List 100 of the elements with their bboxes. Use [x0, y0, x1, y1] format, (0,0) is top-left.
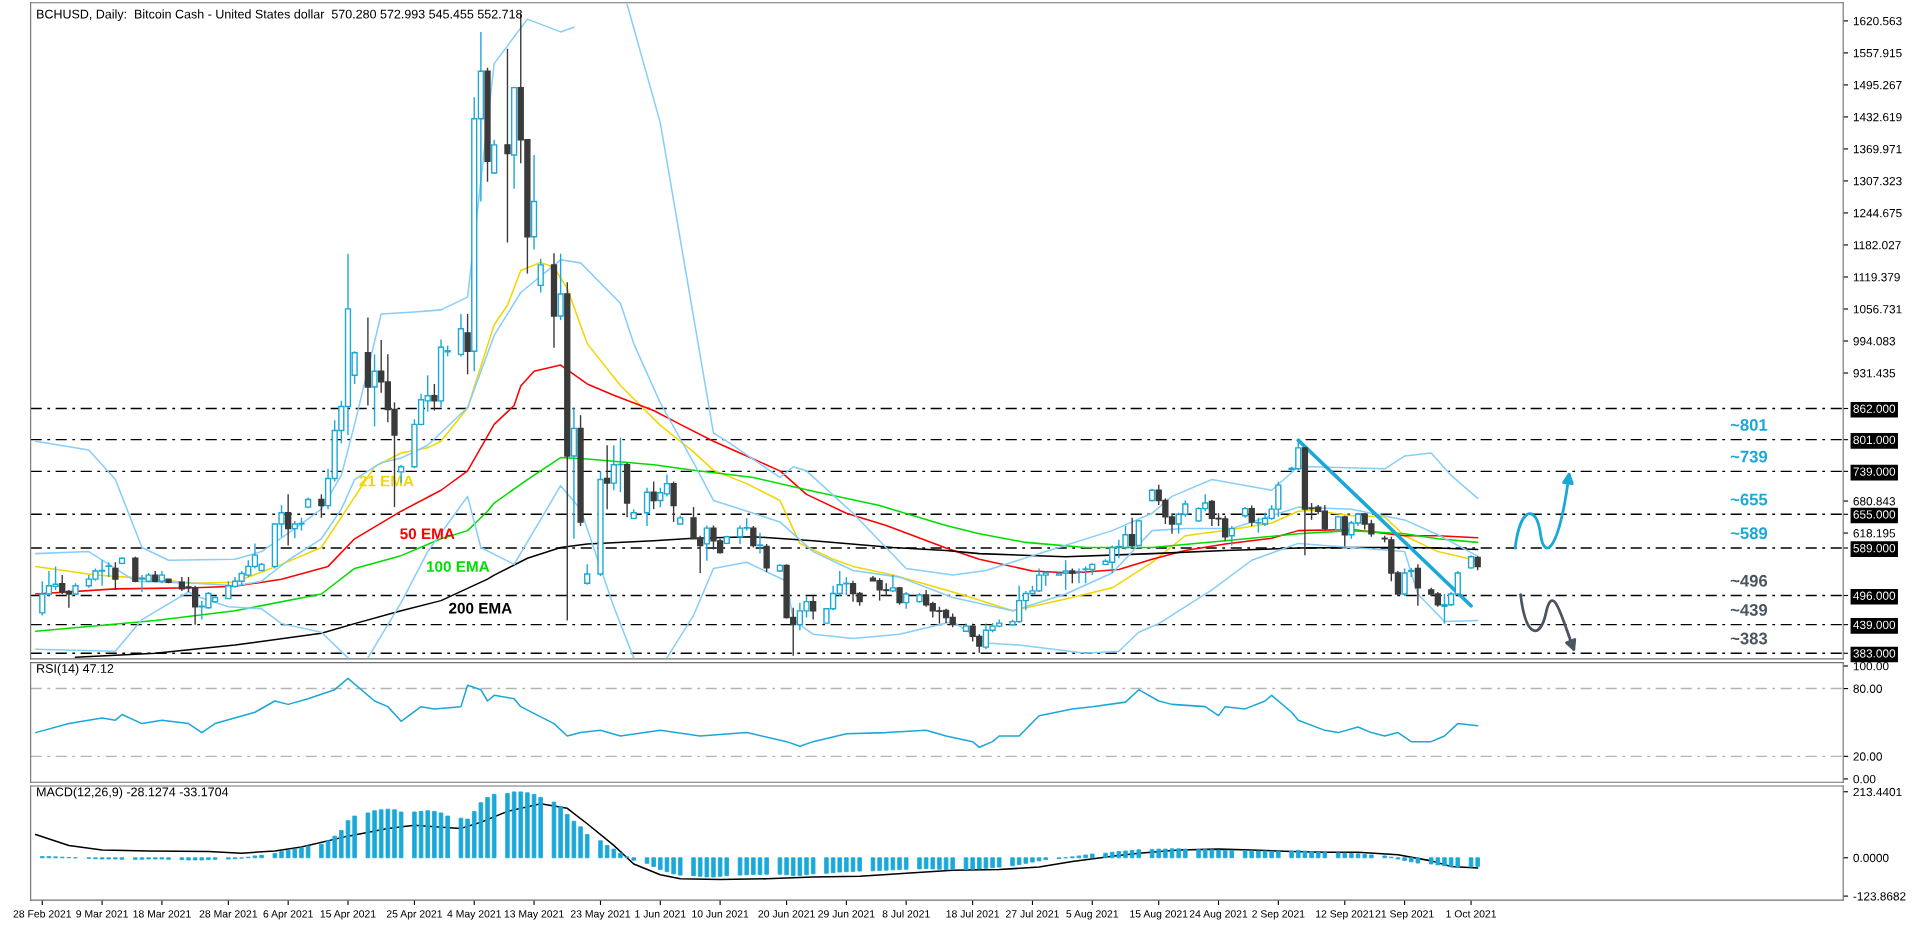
bar: [1196, 849, 1201, 859]
candlestick: [809, 595, 817, 621]
bar: [751, 857, 756, 875]
y-tick-label: 100.00: [1853, 662, 1889, 671]
bar: [1289, 850, 1294, 859]
y-tick-label: 618.195: [1853, 529, 1896, 538]
y-tick-label: 1557.915: [1853, 48, 1902, 58]
bar: [917, 857, 922, 870]
x-tick-label: 18 Jul 2021: [946, 909, 1000, 918]
y-tick-label: 1307.323: [1853, 176, 1902, 186]
bar: [445, 815, 450, 859]
bar: [578, 826, 583, 859]
bar: [525, 792, 530, 859]
y-tick-label: 1182.027: [1853, 241, 1901, 250]
x-tick-label: 9 Mar 2021: [76, 910, 128, 918]
bar: [1276, 850, 1281, 859]
candlestick: [464, 313, 471, 375]
bar: [558, 806, 563, 859]
candlestick: [1341, 515, 1348, 548]
bar: [305, 845, 311, 859]
bar: [259, 854, 264, 859]
x-tick-label: 2 Sep 2021: [1252, 910, 1305, 920]
bar: [491, 793, 497, 859]
ref-line-label: ~496: [1730, 574, 1768, 587]
ref-line-label: ~383: [1730, 632, 1768, 645]
bar: [651, 857, 656, 867]
bar: [870, 857, 876, 872]
y-tick-label: -123.8682: [1853, 892, 1906, 901]
y-tick-label: 80.00: [1853, 684, 1882, 693]
chart-title: RSI(14) 47.12: [37, 663, 114, 676]
bar: [398, 811, 404, 859]
ref-line-label: ~801: [1730, 419, 1768, 431]
bar: [990, 857, 995, 869]
candlestick: [504, 48, 511, 244]
candlestick: [132, 555, 139, 583]
bar: [1163, 848, 1168, 859]
candlestick: [703, 524, 710, 562]
bar: [1442, 857, 1447, 867]
bar: [272, 853, 278, 859]
ref-line-label: ~589: [1730, 527, 1768, 540]
bar: [1010, 857, 1015, 867]
x-tick-label: 15 Apr 2021: [320, 910, 376, 920]
bar: [458, 817, 464, 859]
bar: [372, 810, 377, 859]
bar: [1176, 848, 1181, 859]
bar: [678, 857, 683, 876]
bar: [1103, 852, 1108, 859]
candlestick: [1075, 567, 1083, 584]
series-label: 200 EMA: [449, 602, 512, 614]
bar: [412, 811, 417, 859]
bar: [392, 809, 397, 859]
bar: [1030, 857, 1035, 863]
bar: [844, 857, 849, 873]
y-tick-label: 1244.675: [1853, 209, 1902, 218]
candlestick: [431, 383, 438, 412]
x-tick-label: 25 Apr 2021: [386, 910, 443, 920]
ref-line-label: ~439: [1730, 603, 1768, 616]
bar: [1090, 853, 1095, 859]
candlestick: [112, 561, 119, 591]
y-tick-label: 801.000: [1853, 435, 1896, 445]
chart-title: BCHUSD, Daily: Bitcoin Cash - United States dollar 570.280 572.993 545.455 552.718: [37, 9, 522, 21]
bar: [352, 815, 357, 859]
bar: [438, 812, 444, 859]
y-tick-label: 20.00: [1853, 752, 1882, 761]
bar: [505, 793, 510, 859]
candlestick: [756, 531, 764, 555]
bar: [584, 834, 590, 859]
candlestick: [1228, 525, 1235, 547]
candlestick: [285, 493, 292, 547]
bar: [1309, 851, 1314, 859]
x-tick-label: 1 Jun 2021: [635, 910, 686, 918]
bar: [1216, 849, 1221, 859]
bar: [897, 857, 902, 870]
candlestick: [1248, 504, 1255, 527]
x-tick-label: 8 Jul 2021: [882, 909, 930, 918]
x-tick-label: 15 Aug 2021: [1130, 910, 1188, 920]
line-series: [34, 677, 1479, 749]
y-tick-label: 213.4401: [1853, 787, 1902, 797]
bar: [937, 857, 942, 870]
bar: [777, 857, 783, 875]
bar: [485, 797, 490, 859]
bar: [757, 857, 763, 875]
ref-line-label: ~739: [1730, 450, 1768, 463]
bar: [186, 857, 191, 861]
bar: [598, 840, 603, 859]
y-tick-label: 655.000: [1853, 510, 1896, 519]
bar: [365, 812, 371, 859]
chart-title: MACD(12,26,9) -28.1274 -33.1704: [37, 787, 229, 799]
bar: [764, 857, 769, 875]
bar: [319, 843, 324, 859]
bar: [551, 801, 557, 859]
x-tick-label: 1 Oct 2021: [1446, 910, 1497, 918]
y-tick-label: 862.000: [1853, 404, 1896, 413]
y-tick-label: 931.435: [1853, 369, 1896, 378]
bar: [465, 818, 470, 859]
series-label: 100 EMA: [426, 561, 490, 572]
bar: [1123, 850, 1128, 859]
y-tick-label: 1056.731: [1853, 305, 1902, 314]
bar: [996, 857, 1002, 868]
candlestick: [650, 480, 657, 510]
